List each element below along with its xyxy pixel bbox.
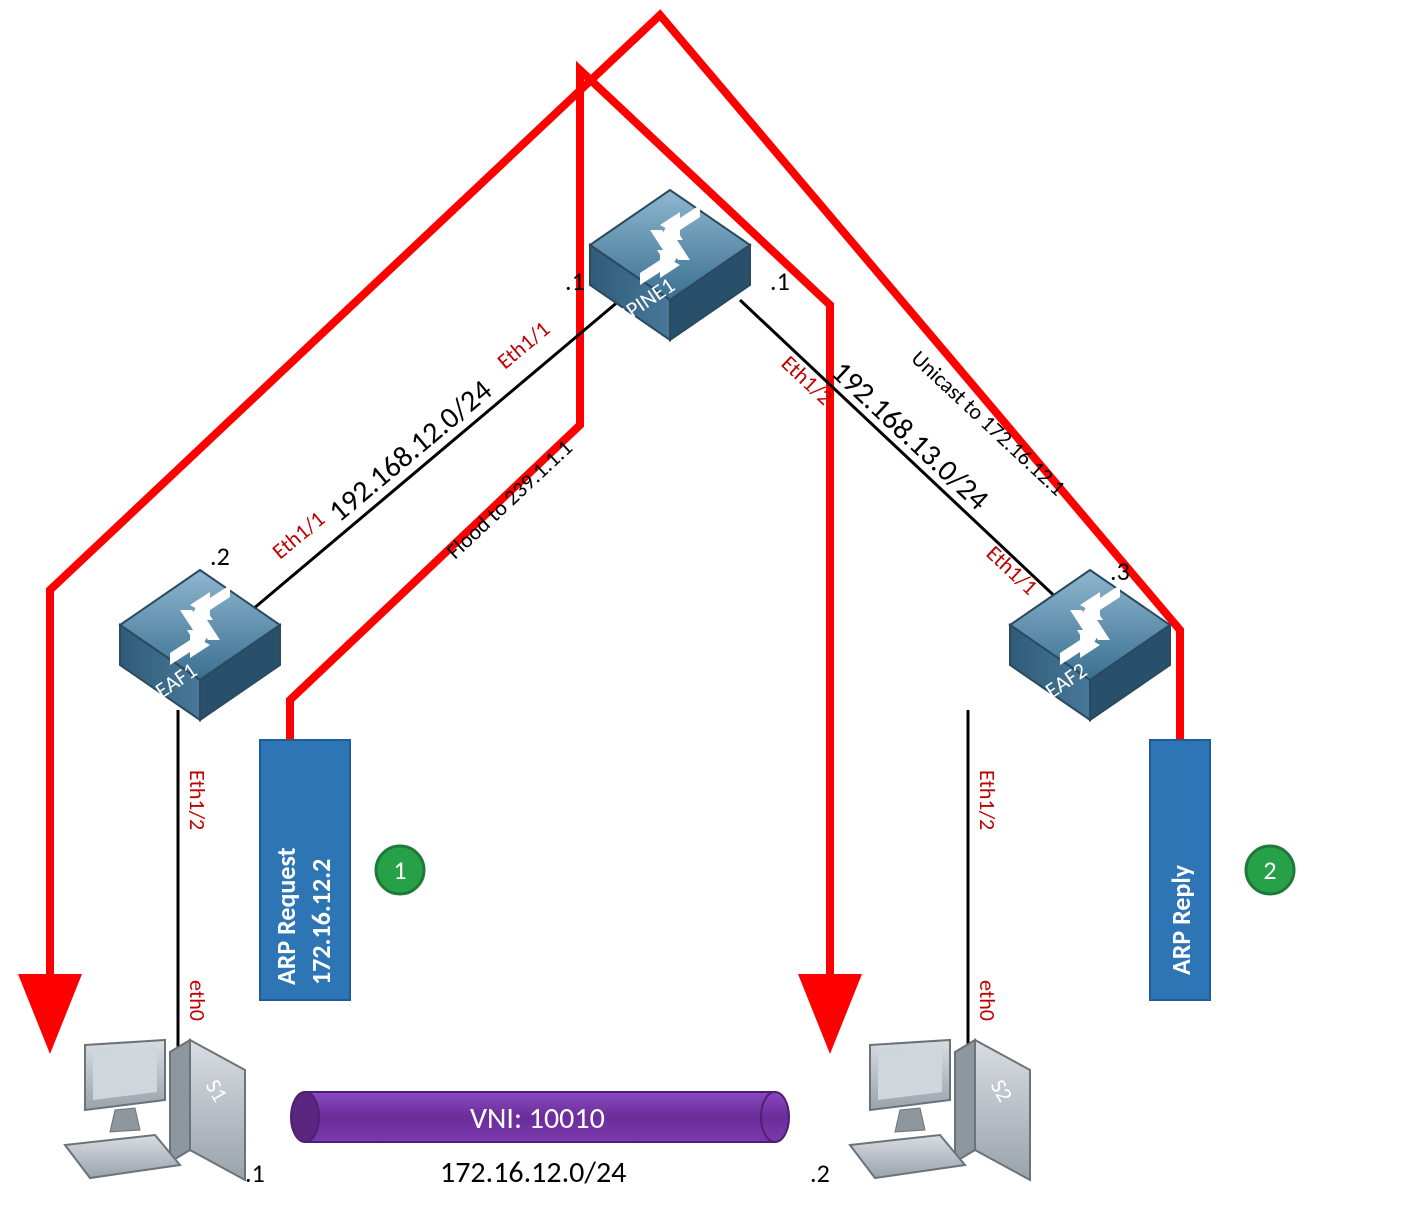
- leaf2-port-down: Eth1/2: [974, 770, 1001, 830]
- vni-tunnel: VNI: 10010: [291, 1092, 789, 1142]
- right-host2: .3: [1110, 555, 1130, 587]
- flow-arrow-reply: [50, 15, 1180, 990]
- arp-request-line1: ARP Request: [270, 847, 302, 985]
- left-port1: Eth1/1: [492, 315, 555, 374]
- flood-label: Flood to 239.1.1.1: [441, 434, 578, 564]
- right-host1: .1: [770, 265, 790, 297]
- badge-2-text: 2: [1263, 854, 1276, 886]
- arp-request-box: ARP Request 172.16.12.2: [260, 740, 350, 1000]
- badge-1-text: 1: [393, 854, 406, 886]
- vni-subnet: 172.16.12.0/24: [440, 1154, 626, 1191]
- left-subnet: 192.168.12.0/24: [321, 372, 499, 530]
- left-port2: Eth1/1: [267, 505, 330, 564]
- flow-arrow-request: [290, 70, 830, 990]
- right-port2: Eth1/1: [981, 540, 1043, 601]
- arp-reply-line1: ARP Reply: [1165, 864, 1197, 975]
- badge-1: 1: [376, 846, 424, 894]
- left-host2: .2: [210, 540, 230, 572]
- leaf1-port-down: Eth1/2: [184, 770, 211, 830]
- s2-port: eth0: [974, 980, 1001, 1021]
- vni-host-right: .2: [810, 1157, 830, 1189]
- network-diagram: SPINE1 LEAF1 LEAF2: [0, 0, 1416, 1215]
- device-leaf1: LEAF1: [120, 570, 280, 720]
- badge-2: 2: [1246, 846, 1294, 894]
- vni-label: VNI: 10010: [470, 1100, 605, 1137]
- vni-host-left: .1: [245, 1157, 265, 1189]
- arp-request-line2: 172.16.12.2: [305, 859, 337, 985]
- device-s2: S2: [850, 1040, 1030, 1180]
- left-host1: .1: [565, 265, 585, 297]
- s1-port: eth0: [184, 980, 211, 1021]
- arp-reply-box: ARP Reply: [1150, 740, 1210, 1000]
- device-s1: S1: [65, 1040, 245, 1180]
